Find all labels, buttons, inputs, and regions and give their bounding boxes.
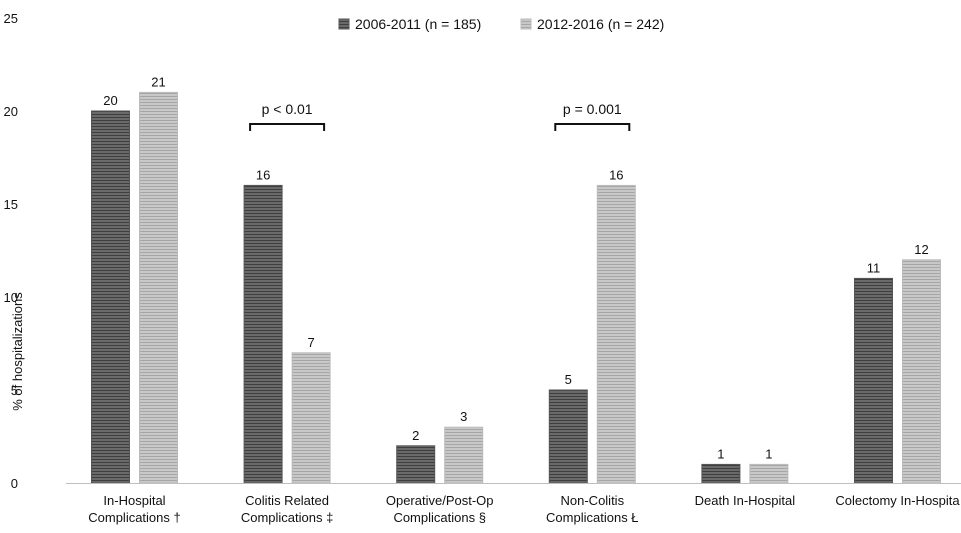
significance-bracket	[554, 123, 631, 132]
legend-item-2012-2016-n-242: 2012-2016 (n = 242)	[520, 16, 664, 32]
x-tick-label: Non-Colitis Complications Ł	[546, 493, 639, 525]
bar-group-operative-post-op-complications: 23	[396, 409, 484, 484]
bar-2012-2016-n-242-death-in-hospital	[749, 463, 789, 484]
bar-2006-2011-n-185-colitis-related-complications	[243, 184, 283, 484]
x-tick-label: Colectomy In-Hospita	[835, 493, 960, 508]
data-label: 16	[256, 167, 270, 182]
data-label: 1	[765, 446, 772, 461]
legend-label: 2012-2016 (n = 242)	[537, 16, 664, 32]
x-tick-label: Death In-Hospital	[695, 493, 796, 508]
x-tick-label-line: Complications §	[393, 510, 486, 525]
p-value-label: p = 0.001	[563, 101, 622, 117]
x-tick-label-line: Complications Ł	[546, 510, 639, 525]
legend-swatch	[520, 18, 532, 30]
data-label: 11	[867, 260, 881, 275]
p-value-label: p < 0.01	[262, 101, 313, 117]
significance-bracket	[249, 123, 326, 132]
bar-2012-2016-n-242-non-colitis-complications	[596, 184, 636, 484]
y-tick-label: 25	[4, 11, 18, 26]
bar-2012-2016-n-242-operative-post-op-complications	[444, 426, 484, 484]
bar-2006-2011-n-185-colectomy-in-hospita	[854, 277, 893, 484]
legend: 2006-2011 (n = 185) 2012-2016 (n = 242)	[338, 16, 664, 32]
x-tick-label-line: Complications †	[88, 510, 181, 525]
bar-2006-2011-n-185-in-hospital-complications	[91, 110, 130, 484]
data-label: 16	[609, 167, 623, 182]
x-axis: In-Hospital Complications † Colitis Relate…	[66, 483, 961, 525]
data-label: 20	[103, 93, 117, 108]
y-tick-label: 5	[11, 383, 18, 398]
legend-label: 2006-2011 (n = 185)	[355, 16, 481, 32]
x-tick-label-line: In-Hospital	[103, 493, 165, 508]
x-tick-label-line: Complications ‡	[241, 510, 334, 525]
x-tick-label-line: Colectomy In-Hospita	[835, 493, 960, 508]
bar-2006-2011-n-185-operative-post-op-complications	[396, 445, 436, 484]
x-tick-label-line: Non-Colitis	[561, 493, 625, 508]
legend-item-2006-2011-n-185: 2006-2011 (n = 185)	[338, 16, 481, 32]
bar-2012-2016-n-242-colectomy-in-hospita	[902, 259, 941, 484]
y-tick-label: 10	[4, 290, 18, 305]
data-label: 3	[460, 409, 467, 424]
bar-2012-2016-n-242-in-hospital-complications	[139, 91, 178, 484]
annotations: p < 0.01 p = 0.001	[249, 101, 631, 132]
x-tick-label: Operative/Post-Op Complications §	[386, 493, 494, 525]
bar-group-colectomy-in-hospita: 11 12	[854, 242, 941, 484]
x-tick-label-line: Colitis Related	[245, 493, 329, 508]
x-tick-label-line: Operative/Post-Op	[386, 493, 494, 508]
y-tick-label: 20	[4, 104, 18, 119]
bar-2006-2011-n-185-death-in-hospital	[701, 463, 741, 484]
data-label: 12	[914, 242, 928, 257]
data-label: 7	[307, 335, 314, 350]
data-label: 1	[717, 446, 724, 461]
x-tick-label-line: Death In-Hospital	[695, 493, 796, 508]
data-label: 21	[151, 74, 165, 89]
bar-2012-2016-n-242-colitis-related-complications	[291, 352, 331, 484]
bar-group-non-colitis-complications: 5 16	[548, 167, 636, 484]
bar-group-colitis-related-complications: 16 7	[243, 167, 331, 484]
data-label: 2	[412, 428, 419, 443]
data-label: 5	[565, 372, 572, 387]
x-tick-label: Colitis Related Complications ‡	[241, 493, 334, 525]
y-tick-label: 0	[11, 476, 18, 491]
y-axis: 0 5 10 15 20 25 % of hospitalizations	[4, 11, 25, 491]
y-axis-label: % of hospitalizations	[10, 292, 25, 411]
legend-swatch	[338, 18, 350, 30]
bar-2006-2011-n-185-non-colitis-complications	[548, 389, 588, 484]
x-tick-label: In-Hospital Complications †	[88, 493, 181, 525]
y-tick-label: 15	[4, 197, 18, 212]
